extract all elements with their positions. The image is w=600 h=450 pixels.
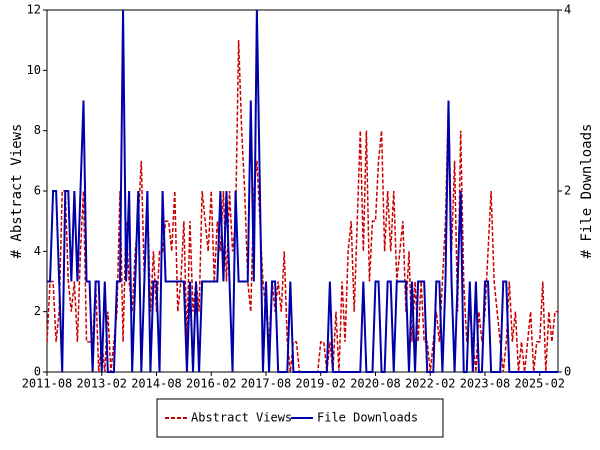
x-tick-label: 2013-02: [76, 377, 127, 391]
x-tick-label: 2023-08: [460, 377, 511, 391]
y2-tick-label: 2: [564, 184, 571, 198]
x-tick-label: 2014-08: [131, 377, 182, 391]
y-axis-label: # Abstract Views: [9, 124, 25, 259]
y2-axis-label: # File Downloads: [579, 124, 595, 259]
x-tick-label: 2017-08: [241, 377, 292, 391]
legend-box: [156, 398, 444, 438]
x-tick-label: 2019-02: [295, 377, 346, 391]
y2-tick-label: 0: [564, 365, 571, 379]
y-tick-label: 10: [27, 63, 41, 77]
legend-label: File Downloads: [317, 411, 418, 425]
y-tick-label: 0: [34, 365, 41, 379]
legend-label: Abstract Views: [191, 411, 292, 425]
x-tick-label: 2020-08: [350, 377, 401, 391]
x-tick-label: 2022-02: [405, 377, 456, 391]
y-tick-label: 12: [27, 3, 41, 17]
y-tick-label: 4: [34, 244, 41, 258]
x-tick-label: 2016-02: [186, 377, 237, 391]
x-tick-label: 2011-08: [22, 377, 73, 391]
y-tick-label: 6: [34, 184, 41, 198]
series-line: [47, 9, 558, 373]
x-tick-label: 2025-02: [514, 377, 565, 391]
y2-tick-label: 4: [564, 3, 571, 17]
y-tick-label: 8: [34, 123, 41, 137]
y-tick-label: 2: [34, 304, 41, 318]
